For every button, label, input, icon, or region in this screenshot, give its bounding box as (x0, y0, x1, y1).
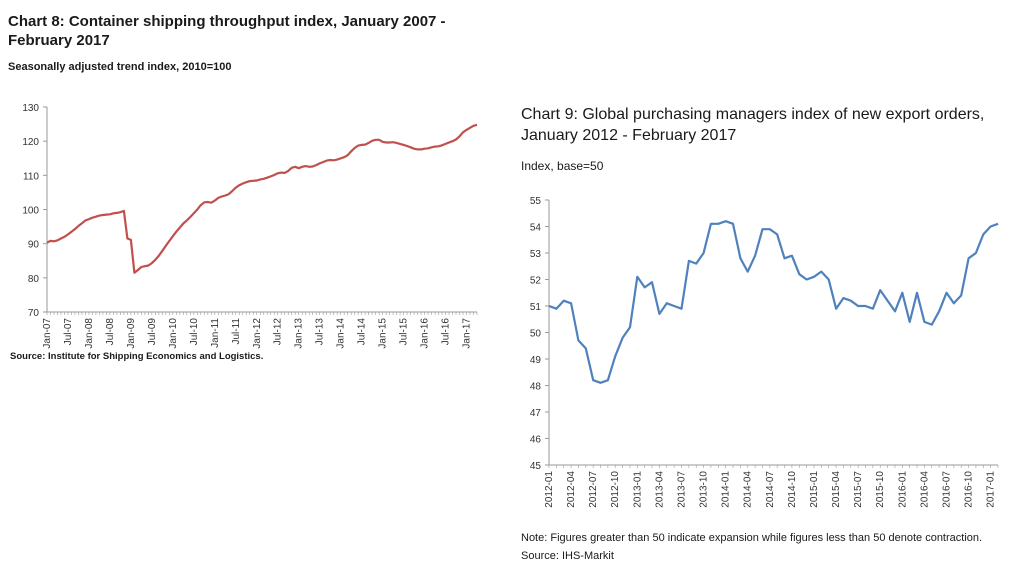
chart-8-plot: 70 80 90 100 110 120 130 Jan-07 Jul-07 Jan-08 Jul-… (22, 103, 478, 349)
x-tick-label: 2013-04 (654, 471, 665, 508)
x-tick-label: Jan-16 (420, 318, 431, 349)
y-tick-label: 45 (530, 461, 542, 472)
x-tick-label: Jul-13 (315, 318, 326, 346)
series-line (46, 123, 478, 274)
chart-8-subtitle: Seasonally adjusted trend index, 2010=10… (8, 61, 232, 73)
x-tick-label: 2012-01 (544, 471, 555, 508)
x-tick-label: Jan-17 (462, 318, 473, 349)
x-tick-label: 2016-01 (897, 471, 908, 508)
x-tick-label: Jul-11 (231, 318, 242, 345)
y-tick-label: 90 (28, 240, 40, 251)
x-tick-label: 2015-10 (875, 471, 886, 508)
x-tick-label: Jul-12 (273, 318, 284, 346)
x-tick-label: 2015-01 (809, 471, 820, 508)
y-tick-label: 100 (22, 206, 39, 217)
x-tick-label: 2012-04 (566, 471, 577, 508)
y-tick-label: 110 (23, 171, 39, 182)
x-tick-label: 2016-04 (919, 471, 930, 508)
x-tick-label: Jul-15 (399, 318, 410, 346)
series-line (548, 220, 999, 384)
x-tick-label: Jul-09 (147, 318, 158, 346)
y-tick-label: 55 (530, 196, 542, 207)
chart-8-title: Chart 8: Container shipping throughput i… (8, 13, 446, 49)
x-tick-label: Jan-14 (336, 318, 347, 349)
x-tick-label: 2012-10 (610, 471, 621, 508)
y-tick-label: 130 (22, 103, 39, 114)
x-tick-label: Jan-08 (84, 318, 95, 349)
x-tick-label: Jan-09 (126, 318, 137, 349)
y-tick-label: 48 (530, 382, 542, 393)
chart-9-title: Chart 9: Global purchasing managers inde… (521, 106, 985, 144)
chart-9-panel: Chart 9: Global purchasing managers inde… (521, 104, 1021, 562)
x-tick-label: 2014-04 (743, 471, 754, 508)
chart-8-panel: Chart 8: Container shipping throughput i… (8, 12, 488, 362)
x-tick-label: Jul-10 (189, 318, 200, 346)
x-tick-label: 2017-01 (986, 471, 997, 508)
chart-9-note: Note: Figures greater than 50 indicate e… (521, 532, 983, 544)
x-tick-label: Jan-07 (42, 318, 53, 349)
x-tick-label: 2014-10 (787, 471, 798, 508)
x-tick-label: 2014-07 (765, 471, 776, 508)
x-tick-label: Jan-13 (294, 318, 305, 349)
x-tick-label: Jul-14 (357, 318, 368, 346)
x-tick-label: Jan-10 (168, 318, 179, 349)
x-tick-label: 2013-01 (632, 471, 643, 508)
y-tick-label: 47 (530, 408, 542, 419)
chart-8-source: Source: Institute for Shipping Economics… (10, 351, 264, 362)
y-tick-label: 51 (530, 302, 542, 313)
x-tick-label: 2012-07 (588, 471, 599, 508)
x-tick-label: Jul-08 (105, 318, 116, 346)
x-tick-label: 2015-07 (853, 471, 864, 508)
y-tick-label: 52 (530, 276, 542, 287)
x-tick-label: 2016-07 (941, 471, 952, 508)
x-tick-label: 2014-01 (721, 471, 732, 508)
y-tick-label: 120 (22, 137, 39, 148)
x-tick-label: Jan-12 (252, 318, 263, 349)
chart-9-subtitle: Index, base=50 (521, 159, 604, 173)
x-tick-label: 2013-10 (699, 471, 710, 508)
y-tick-label: 46 (530, 435, 542, 446)
y-tick-label: 70 (28, 308, 40, 319)
x-tick-label: 2016-10 (964, 471, 975, 508)
y-tick-label: 53 (530, 249, 542, 260)
x-tick-label: 2015-04 (831, 471, 842, 508)
y-tick-label: 80 (28, 274, 40, 285)
x-tick-label: Jan-15 (378, 318, 389, 349)
x-tick-label: 2013-07 (676, 471, 687, 508)
x-tick-label: Jul-16 (441, 318, 452, 346)
chart-9-source: Source: IHS-Markit (521, 550, 614, 562)
y-tick-label: 54 (530, 223, 542, 234)
y-tick-label: 50 (530, 329, 542, 340)
y-tick-label: 49 (530, 355, 542, 366)
x-tick-label: Jan-11 (210, 318, 221, 348)
x-tick-label: Jul-07 (63, 318, 74, 346)
